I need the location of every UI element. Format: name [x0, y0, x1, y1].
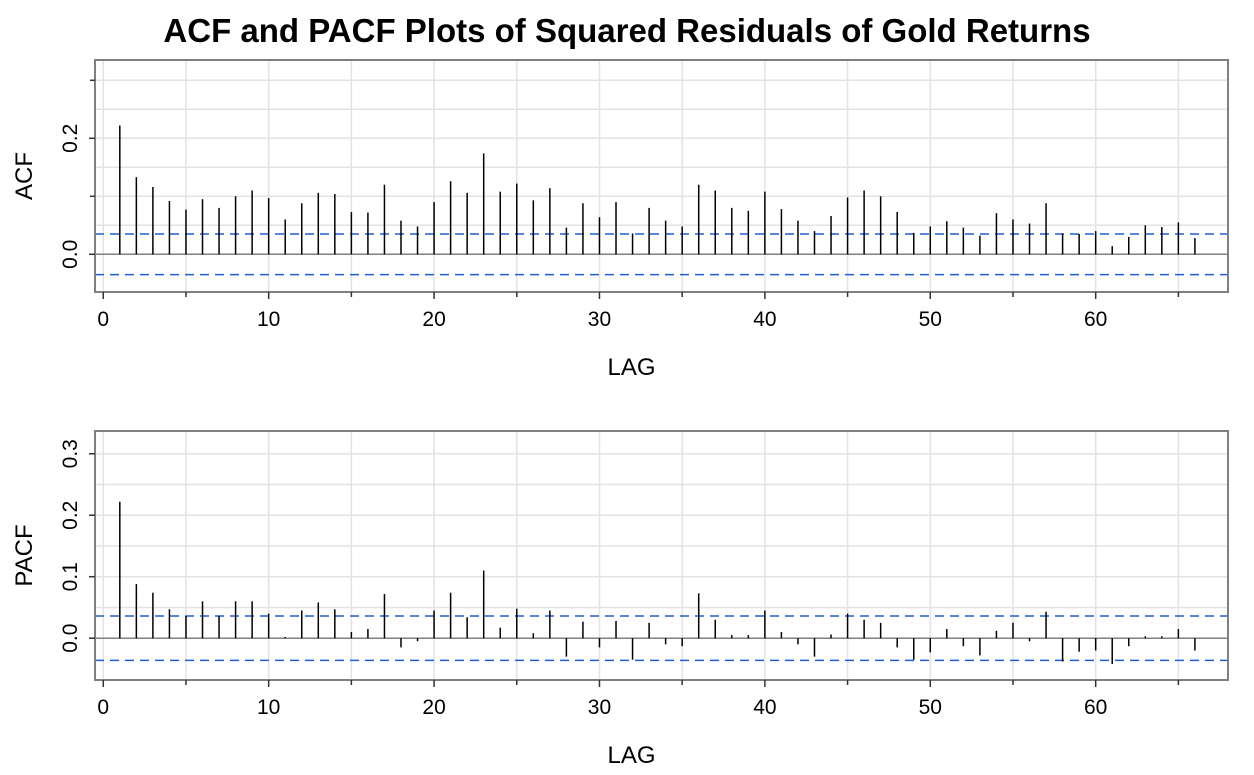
pacf-panel: 0 10 20 30 40 50 60 0.0 0.1 0.2 0.3 LAG PACF [11, 430, 1229, 769]
acf-x-tick-label: 10 [257, 308, 280, 331]
acf-x-tick-label: 40 [753, 308, 776, 331]
pacf-x-tick-label: 40 [753, 696, 776, 719]
acf-plot-background [95, 60, 1228, 292]
acf-y-tick-label: 0.2 [59, 124, 82, 153]
acf-x-tick-label: 60 [1084, 308, 1107, 331]
pacf-x-tick-label: 60 [1084, 696, 1107, 719]
acf-x-tick-label: 30 [588, 308, 611, 331]
acf-y-tick-label: 0.0 [59, 240, 82, 269]
acf-x-tick-label: 20 [422, 308, 445, 331]
acf-panel: 0 10 20 30 40 50 60 0.0 0.2 LAG ACF [11, 59, 1229, 381]
pacf-x-tick-label: 0 [97, 696, 109, 719]
acf-plot-frame [94, 59, 1229, 293]
pacf-y-tick-label: 0.0 [59, 624, 82, 653]
acf-y-axis-label: ACF [11, 152, 38, 200]
pacf-y-tick-label: 0.3 [59, 439, 82, 468]
pacf-x-tick-label: 50 [919, 696, 942, 719]
pacf-x-axis-label: LAG [607, 742, 655, 769]
pacf-y-tick-label: 0.2 [59, 501, 82, 530]
pacf-y-tick-label: 0.1 [59, 562, 82, 591]
acf-x-axis-label: LAG [607, 354, 655, 381]
pacf-x-tick-label: 30 [588, 696, 611, 719]
pacf-x-tick-label: 20 [422, 696, 445, 719]
chart-title: ACF and PACF Plots of Squared Residuals … [163, 12, 1091, 49]
pacf-x-tick-label: 10 [257, 696, 280, 719]
pacf-y-axis-label: PACF [11, 524, 38, 586]
pacf-plot-background [95, 431, 1228, 680]
acf-x-tick-label: 0 [97, 308, 109, 331]
acf-x-tick-label: 50 [919, 308, 942, 331]
pacf-plot-frame [94, 430, 1229, 681]
